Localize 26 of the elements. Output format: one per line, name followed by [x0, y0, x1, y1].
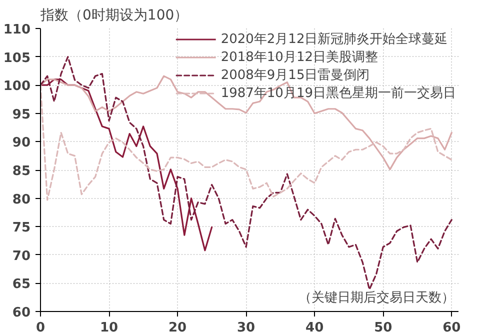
x-tick-label: 10: [100, 320, 118, 334]
y-tick-label: 90: [12, 136, 31, 151]
line-series: [40, 78, 213, 252]
y-tick-label: 65: [12, 277, 31, 292]
line-series: [40, 84, 452, 201]
x-tick-label: 20: [168, 320, 187, 334]
y-tick-label: 70: [12, 248, 31, 264]
legend-label: 2008年9月15日雷曼倒闭: [220, 67, 370, 84]
x-tick-label: 60: [442, 320, 461, 334]
y-tick-label: 110: [3, 22, 31, 38]
x-tick-label: 50: [374, 320, 392, 334]
y-tick-label: 85: [12, 164, 31, 179]
y-tick-label: 95: [12, 107, 31, 122]
chart-title: 指数（0时期设为100）: [40, 8, 188, 24]
x-tick-label: 30: [237, 320, 256, 334]
y-tick-label: 75: [12, 220, 31, 236]
y-tick-label: 60: [12, 306, 31, 320]
x-tick-label: 0: [36, 320, 46, 334]
legend-label: 2018年10月12日美股调整: [220, 49, 378, 66]
x-tick-label: 40: [306, 320, 324, 334]
legend-label: 1987年10月19日黑色星期一前一交易日: [220, 85, 456, 102]
y-tick-label: 100: [3, 79, 31, 94]
y-tick-label: 80: [12, 192, 31, 208]
y-tick-label: 105: [3, 50, 31, 66]
annotation: （关键日期后交易日天数）: [298, 290, 454, 306]
legend-label: 2020年2月12日新冠肺炎开始全球蔓延: [220, 31, 448, 48]
